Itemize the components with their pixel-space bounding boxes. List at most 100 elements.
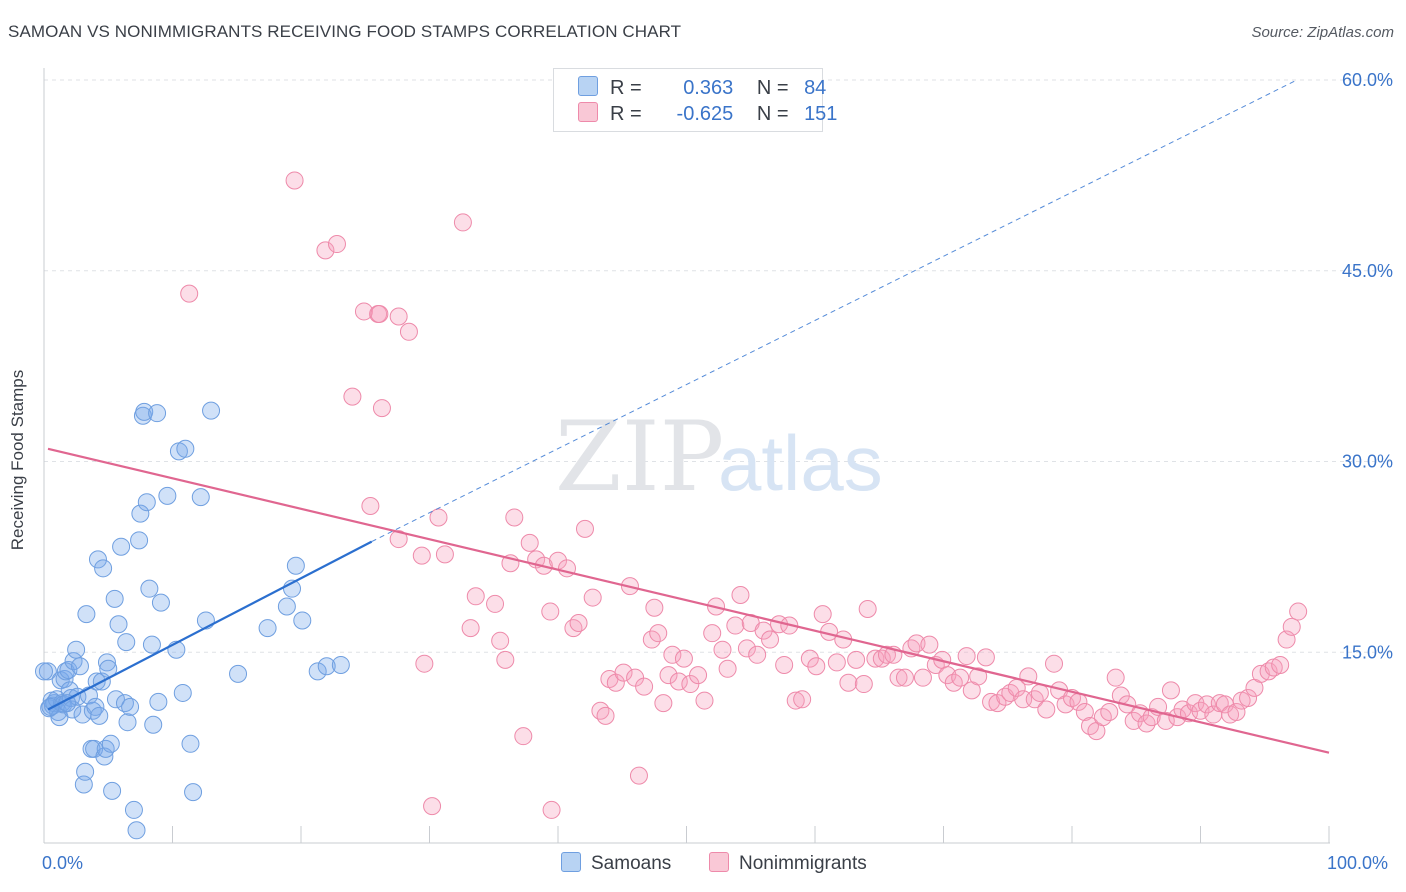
samoans-point (38, 662, 57, 681)
samoans-point (144, 715, 163, 734)
nonimmigrants-point (614, 663, 633, 682)
samoans-point (77, 605, 96, 624)
samoans-point (140, 579, 159, 598)
samoans-point (106, 690, 125, 709)
stats-legend-row-samoans: R = 0.363 N = 84 (578, 76, 826, 100)
nonimmigrants-point (389, 307, 408, 326)
nonimmigrants-point (399, 322, 418, 341)
samoans-point (202, 401, 221, 420)
stats-legend: R = 0.363 N = 84 R = -0.625 N = 151 (553, 68, 837, 132)
samoans-point (142, 635, 161, 654)
nonimmigrants-point (453, 213, 472, 232)
nonimmigrants-point (951, 668, 970, 687)
source-label: Source: ZipAtlas.com (1251, 24, 1394, 41)
nonimmigrants-point (754, 621, 773, 640)
nonimmigrants-point (1100, 703, 1119, 722)
samoans-point (308, 662, 327, 681)
samoans-trend-extension (371, 79, 1298, 543)
y-axis-label: Receiving Food Stamps (8, 369, 27, 551)
nonimmigrants-point (514, 727, 533, 746)
nonimmigrants-point (606, 673, 625, 692)
samoans-point (41, 697, 60, 716)
nonimmigrants-point (1037, 700, 1056, 719)
samoans-point (59, 661, 78, 680)
nonimmigrants-point (642, 630, 661, 649)
nonimmigrants-trend-line (47, 447, 1330, 754)
samoans-point (124, 800, 143, 819)
nonimmigrants-point (761, 630, 780, 649)
nonimmigrants-point (583, 588, 602, 607)
samoans-point (94, 559, 113, 578)
nonimmigrants-point (496, 650, 515, 669)
nonimmigrants-point (285, 171, 304, 190)
nonimmigrants-point (713, 640, 732, 659)
nonimmigrants-point (542, 800, 561, 819)
nonimmigrants-point (748, 645, 767, 664)
samoans-point (286, 556, 305, 575)
nonimmigrants-point (854, 675, 873, 694)
nonimmigrants-point (327, 235, 346, 254)
samoans-point (229, 664, 248, 683)
nonimmigrants-point (541, 602, 560, 621)
nonimmigrants-point (969, 667, 988, 686)
nonimmigrants-point (435, 545, 454, 564)
nonimmigrants-point (354, 302, 373, 321)
samoans-point (86, 697, 105, 716)
nonimmigrants-point (1075, 703, 1094, 722)
nonimmigrants-point (596, 706, 615, 725)
samoans-point (331, 655, 350, 674)
samoans-point (67, 640, 86, 659)
nonimmigrants-point (316, 241, 335, 260)
samoans-point (117, 633, 136, 652)
nonimmigrants-point (669, 672, 688, 691)
samoans-point (149, 692, 168, 711)
nonimmigrants-point (659, 666, 678, 685)
samoans-point (176, 439, 195, 458)
n-label: N = (756, 103, 789, 125)
samoans-point (148, 404, 167, 423)
samoans-point (96, 739, 115, 758)
samoans-point (70, 657, 89, 676)
nonimmigrants-point (1045, 654, 1064, 673)
nonimmigrants-point (423, 797, 442, 816)
samoans-point (109, 615, 128, 634)
nonimmigrants-point (847, 650, 866, 669)
nonimmigrants-point (839, 673, 858, 692)
samoans-point (90, 706, 109, 725)
nonimmigrants-point (674, 649, 693, 668)
samoans-points (35, 401, 350, 840)
nonimmigrants-point (1289, 602, 1308, 621)
nonimmigrants-point (520, 533, 539, 552)
samoans-swatch (578, 76, 598, 96)
nonimmigrants-point (889, 668, 908, 687)
nonimmigrants-point (1239, 689, 1258, 708)
r-value: -0.625 (676, 103, 734, 125)
nonimmigrants-point (976, 648, 995, 667)
stats-legend-row-nonimmigrants: R = -0.625 N = 151 (578, 102, 837, 126)
nonimmigrants-point (988, 694, 1007, 713)
r-label: R = (610, 77, 642, 99)
samoans-point (173, 683, 192, 702)
watermark-atlas: atlas (718, 419, 883, 507)
nonimmigrants-point (372, 399, 391, 418)
nonimmigrants-point (1282, 617, 1301, 636)
nonimmigrants-point (703, 624, 722, 643)
samoans-point (181, 734, 200, 753)
samoans-trend-line (47, 540, 373, 711)
nonimmigrants-point (591, 701, 610, 720)
samoans-point (130, 531, 149, 550)
nonimmigrants-point (726, 616, 745, 635)
nonimmigrants-point (866, 649, 885, 668)
nonimmigrants-point (654, 694, 673, 713)
nonimmigrants-point (629, 766, 648, 785)
samoans-point (103, 781, 122, 800)
samoans-point (121, 697, 140, 716)
samoans-point (293, 611, 312, 630)
samoans-point (191, 488, 210, 507)
samoans-point (88, 550, 107, 569)
nonimmigrants-points (180, 171, 1308, 819)
r-label: R = (610, 103, 642, 125)
nonimmigrants-point (569, 614, 588, 633)
nonimmigrants-point (858, 600, 877, 619)
